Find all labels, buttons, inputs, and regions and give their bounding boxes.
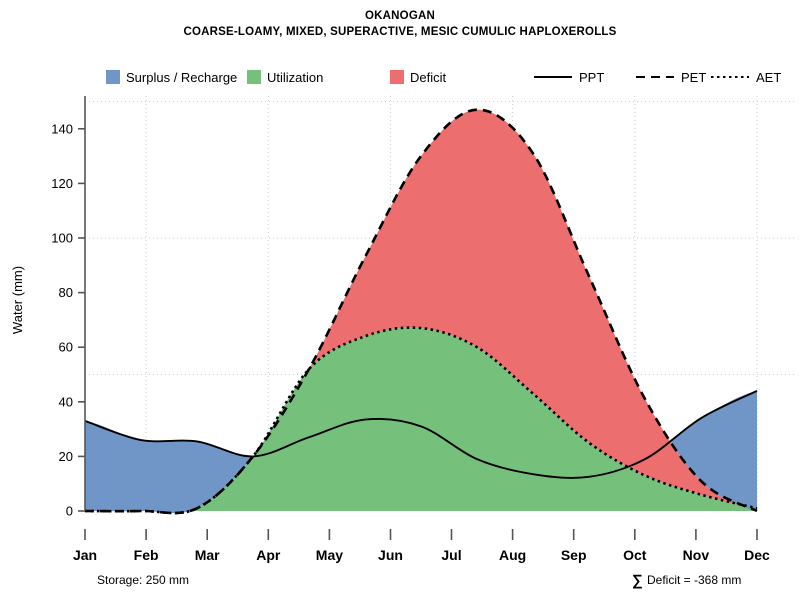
legend-swatch-label-2: Deficit bbox=[410, 70, 447, 85]
legend-swatch-label-1: Utilization bbox=[267, 70, 323, 85]
month-label-nov: Nov bbox=[683, 547, 710, 563]
month-label-sep: Sep bbox=[561, 547, 587, 563]
month-label-may: May bbox=[316, 547, 343, 563]
svg-text:20: 20 bbox=[59, 449, 73, 464]
y-axis-label: Water (mm) bbox=[10, 266, 25, 334]
month-label-dec: Dec bbox=[744, 547, 770, 563]
x-axis-ticks bbox=[84, 529, 758, 540]
month-label-mar: Mar bbox=[195, 547, 220, 563]
month-label-jan: Jan bbox=[73, 547, 97, 563]
legend-line-label-1: PET bbox=[681, 70, 706, 85]
svg-text:60: 60 bbox=[59, 340, 73, 355]
legend-line-label-2: AET bbox=[756, 70, 781, 85]
series-pet-line bbox=[84, 108, 758, 515]
svg-text:0: 0 bbox=[66, 504, 73, 519]
storage-note: Storage: 250 mm bbox=[97, 573, 189, 587]
chart-title-line1: OKANOGAN bbox=[365, 10, 435, 22]
svg-text:140: 140 bbox=[51, 121, 73, 136]
series-ppt-line bbox=[84, 390, 758, 479]
band-surplus-recharge bbox=[85, 390, 757, 514]
legend-swatch-0 bbox=[106, 70, 120, 84]
band-utilization bbox=[85, 327, 757, 514]
svg-text:40: 40 bbox=[59, 394, 73, 409]
legend-swatch-1 bbox=[247, 70, 261, 84]
month-label-feb: Feb bbox=[134, 547, 159, 563]
month-label-aug: Aug bbox=[499, 547, 526, 563]
month-label-apr: Apr bbox=[256, 547, 281, 563]
legend-line-label-0: PPT bbox=[579, 70, 604, 85]
svg-text:120: 120 bbox=[51, 176, 73, 191]
svg-text:80: 80 bbox=[59, 285, 73, 300]
legend-swatch-label-0: Surplus / Recharge bbox=[126, 70, 237, 85]
series-aet-line bbox=[84, 326, 758, 515]
deficit-sum-note: Deficit = -368 mm bbox=[647, 573, 741, 587]
x-axis-month-labels: Jan Feb Mar Apr May Jun Jul Aug Sep Oct Nov Dec bbox=[73, 547, 770, 563]
legend-swatch-2 bbox=[390, 70, 404, 84]
deficit-sum-symbol: ∑ bbox=[632, 572, 643, 589]
month-label-jul: Jul bbox=[441, 547, 461, 563]
month-label-jun: Jun bbox=[378, 547, 403, 563]
y-axis-ticks: 0 20 40 60 80 100 120 140 bbox=[51, 121, 85, 519]
chart-title-line2: COARSE-LOAMY, MIXED, SUPERACTIVE, MESIC … bbox=[183, 26, 616, 38]
svg-text:100: 100 bbox=[51, 231, 73, 246]
band-deficit bbox=[309, 109, 735, 505]
month-label-oct: Oct bbox=[623, 547, 647, 563]
